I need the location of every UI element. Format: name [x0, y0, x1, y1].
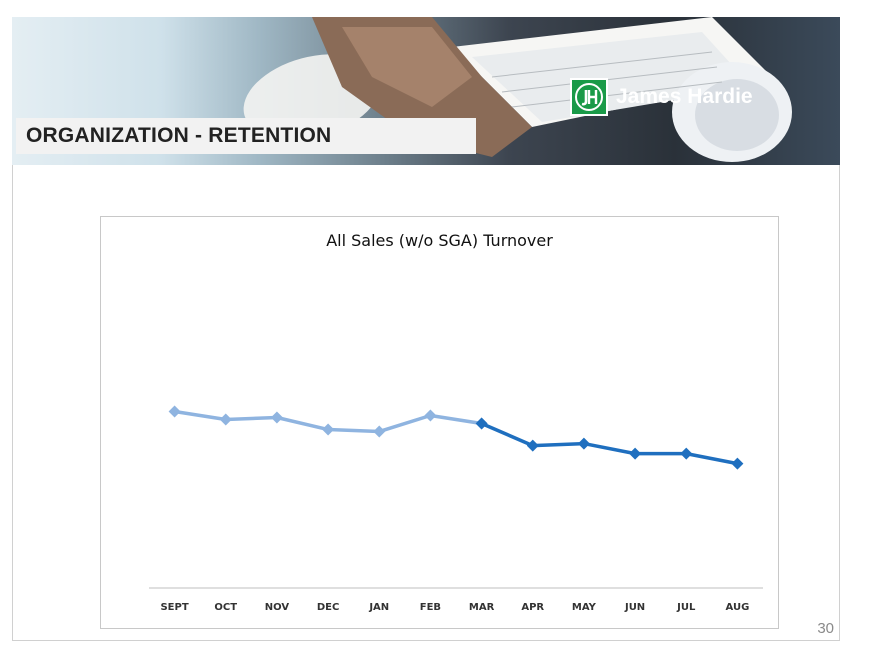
- logo-text: James Hardie: [616, 85, 753, 108]
- x-tick-label: OCT: [214, 602, 237, 613]
- line-chart: SEPT OCT NOV DEC JAN FEB MAR APR MAY JUN JUL AUG: [149, 405, 763, 613]
- x-tick-label: JUL: [676, 602, 696, 613]
- data-point: [577, 437, 590, 450]
- series-line: [480, 421, 738, 466]
- data-point: [322, 423, 335, 436]
- data-point: [424, 409, 437, 422]
- data-point: [373, 425, 386, 438]
- data-point: [526, 439, 539, 452]
- banner-photo: [243, 17, 792, 162]
- x-tick-label: APR: [521, 602, 544, 613]
- data-point: [629, 447, 642, 460]
- x-tick-label: FEB: [420, 602, 441, 613]
- chart-title: All Sales (w/o SGA) Turnover: [326, 231, 553, 250]
- x-tick-label: SEPT: [160, 602, 188, 613]
- x-tick-label: JUN: [624, 602, 645, 613]
- data-point: [219, 413, 232, 426]
- x-tick-label: JAN: [368, 602, 389, 613]
- data-point: [475, 417, 488, 430]
- company-logo: James Hardie: [570, 78, 753, 116]
- data-point: [270, 411, 283, 424]
- data-point: [168, 405, 181, 418]
- x-tick-label: AUG: [726, 602, 750, 613]
- x-tick-label: MAR: [469, 602, 495, 613]
- page-number: 30: [817, 620, 834, 637]
- x-tick-label: DEC: [317, 602, 339, 613]
- page-title: ORGANIZATION - RETENTION: [26, 124, 332, 147]
- chart-container: All Sales (w/o SGA) Turnover SEPT OCT NOV D…: [100, 216, 779, 629]
- data-point: [680, 447, 693, 460]
- x-tick-label: NOV: [265, 602, 290, 613]
- data-point: [731, 457, 744, 470]
- jh-logo-icon: [570, 78, 608, 116]
- title-bar: ORGANIZATION - RETENTION: [16, 118, 476, 154]
- x-tick-label: MAY: [572, 602, 597, 613]
